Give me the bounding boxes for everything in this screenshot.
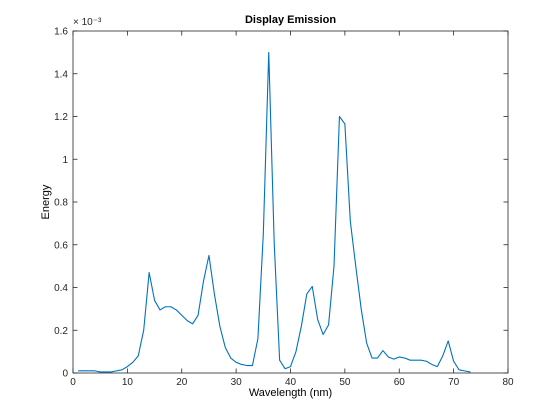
y-tick-label: 1.4 xyxy=(54,69,68,80)
plot-area xyxy=(73,31,508,373)
series-line-0 xyxy=(77,51,471,373)
x-axis-title: Wavelength (nm) xyxy=(249,387,332,399)
y-tick-label: 0.2 xyxy=(54,326,68,337)
x-tick-label: 20 xyxy=(176,377,188,388)
x-tick-label: 40 xyxy=(285,377,297,388)
x-tick-label: 10 xyxy=(122,377,134,388)
x-tick-label: 30 xyxy=(231,377,243,388)
y-tick-label: 0.8 xyxy=(54,198,68,209)
y-tick-label: 0.6 xyxy=(54,240,68,251)
x-tick-label: 80 xyxy=(502,377,514,388)
y-tick-label: 1 xyxy=(62,155,68,166)
y-tick-label: 0 xyxy=(62,369,68,380)
tick-layer: 0 10 20 30 40 50 60 70 80 0 0.2 0.4 0.6 0.8 1 1.2 1.4 1.6 xyxy=(54,27,514,389)
x-tick-label: 50 xyxy=(339,377,351,388)
x-tick-label: 0 xyxy=(70,377,76,388)
y-tick-label: 1.6 xyxy=(54,27,68,38)
y-axis-title: Energy xyxy=(40,184,52,219)
y-tick-label: 0.4 xyxy=(54,283,68,294)
y-axis-exponent-label: × 10⁻³ xyxy=(73,17,102,28)
chart-title: Display Emission xyxy=(245,14,336,26)
x-tick-label: 70 xyxy=(448,377,460,388)
x-tick-label: 60 xyxy=(394,377,406,388)
y-tick-label: 1.2 xyxy=(54,112,68,123)
series-layer xyxy=(77,51,471,373)
